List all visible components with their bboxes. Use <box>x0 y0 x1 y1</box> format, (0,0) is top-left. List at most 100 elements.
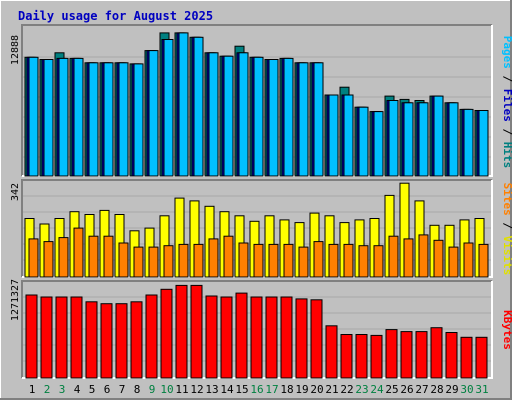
day-label: 20 <box>310 383 323 396</box>
sites-bar <box>193 243 204 278</box>
day-label: 26 <box>400 383 413 396</box>
day-label: 12 <box>190 383 203 396</box>
legend-text: Pages / Files / Hits <box>501 36 512 169</box>
day-label: 4 <box>74 383 81 396</box>
legend-text: Sites / Visits <box>501 183 512 276</box>
day-label: 2 <box>44 383 51 396</box>
pages-bar <box>463 108 474 177</box>
sites-bar <box>433 239 444 278</box>
bar-marks <box>24 32 489 379</box>
kbytes-bar <box>415 331 428 379</box>
sites-bar <box>358 245 369 278</box>
day-label: 9 <box>149 383 156 396</box>
sites-bar <box>373 245 384 278</box>
day-label: 28 <box>430 383 443 396</box>
sites-bar <box>43 241 54 278</box>
day-label: 1 <box>29 383 36 396</box>
pages-bar <box>478 110 489 177</box>
pages-bar <box>238 52 249 177</box>
day-label: 21 <box>325 383 338 396</box>
kbytes-bar <box>265 296 278 379</box>
sites-bar <box>313 241 324 278</box>
day-label: 27 <box>415 383 428 396</box>
legend-entry: Pages <box>501 36 512 69</box>
kbytes-bar <box>160 288 173 379</box>
pages-bar <box>28 56 39 177</box>
day-label: 31 <box>475 383 488 396</box>
kbytes-bar <box>55 296 68 379</box>
legend-entry: KBytes <box>501 310 512 350</box>
day-label: 29 <box>445 383 458 396</box>
day-label: 22 <box>340 383 353 396</box>
pages-bar <box>118 62 129 177</box>
sites-bar <box>118 242 129 278</box>
legend-separator: / <box>501 122 512 142</box>
pages-bar <box>253 56 264 177</box>
sites-bar <box>73 227 84 278</box>
middle-ymax-label: 342 <box>10 183 21 201</box>
day-label: 8 <box>134 383 141 396</box>
day-label: 6 <box>104 383 111 396</box>
sites-bar <box>343 243 354 278</box>
kbytes-bar <box>340 334 353 379</box>
day-label: 25 <box>385 383 398 396</box>
day-label: 11 <box>175 383 188 396</box>
day-label: 7 <box>119 383 126 396</box>
legend-entry: Sites <box>501 183 512 216</box>
pages-bar <box>103 62 114 177</box>
pages-bar <box>163 39 174 177</box>
kbytes-bar <box>40 296 53 379</box>
kbytes-bar <box>175 284 188 379</box>
pages-bar <box>388 100 399 177</box>
pages-bar <box>433 95 444 177</box>
sites-bar <box>478 243 489 278</box>
day-label: 23 <box>355 383 368 396</box>
kbytes-bar <box>235 292 248 379</box>
kbytes-bar <box>145 294 158 379</box>
day-label: 14 <box>220 383 234 396</box>
top-ymax-label: 12888 <box>10 35 21 65</box>
kbytes-bar <box>70 296 83 379</box>
day-label: 18 <box>280 383 293 396</box>
pages-bar <box>43 59 54 177</box>
day-label: 3 <box>59 383 66 396</box>
pages-bar <box>88 62 99 177</box>
kbytes-bar <box>115 303 128 379</box>
pages-bar <box>133 63 144 177</box>
kbytes-bar <box>295 298 308 379</box>
day-label: 24 <box>370 383 384 396</box>
sites-bar <box>148 246 159 278</box>
pages-bar <box>178 32 189 177</box>
sites-bar <box>298 246 309 278</box>
sites-bar <box>58 237 69 278</box>
kbytes-bar <box>325 325 338 379</box>
legend-text: KBytes <box>501 310 512 350</box>
kbytes-bar <box>250 296 263 379</box>
legend-separator: / <box>501 69 512 89</box>
kbytes-bar <box>220 296 233 379</box>
kbytes-bar <box>130 301 143 379</box>
pages-bar <box>208 52 219 177</box>
kbytes-bar <box>475 336 488 379</box>
kbytes-bar <box>445 332 458 379</box>
day-label: 5 <box>89 383 96 396</box>
sites-bar <box>448 246 459 278</box>
day-label: 10 <box>160 383 173 396</box>
kbytes-bar <box>280 296 293 379</box>
pages-bar <box>343 94 354 177</box>
sites-bar <box>178 243 189 278</box>
pages-bar <box>73 57 84 177</box>
bottom-ymax-label: 1271327 <box>10 279 21 321</box>
sites-bar <box>238 242 249 278</box>
kbytes-bar <box>385 329 398 379</box>
pages-bar <box>268 59 279 177</box>
sites-bar <box>163 245 174 278</box>
sites-bar <box>463 242 474 278</box>
sites-bar <box>283 243 294 278</box>
day-label: 30 <box>460 383 473 396</box>
day-label: 17 <box>265 383 278 396</box>
kbytes-bar <box>100 303 113 379</box>
pages-bar <box>58 57 69 177</box>
